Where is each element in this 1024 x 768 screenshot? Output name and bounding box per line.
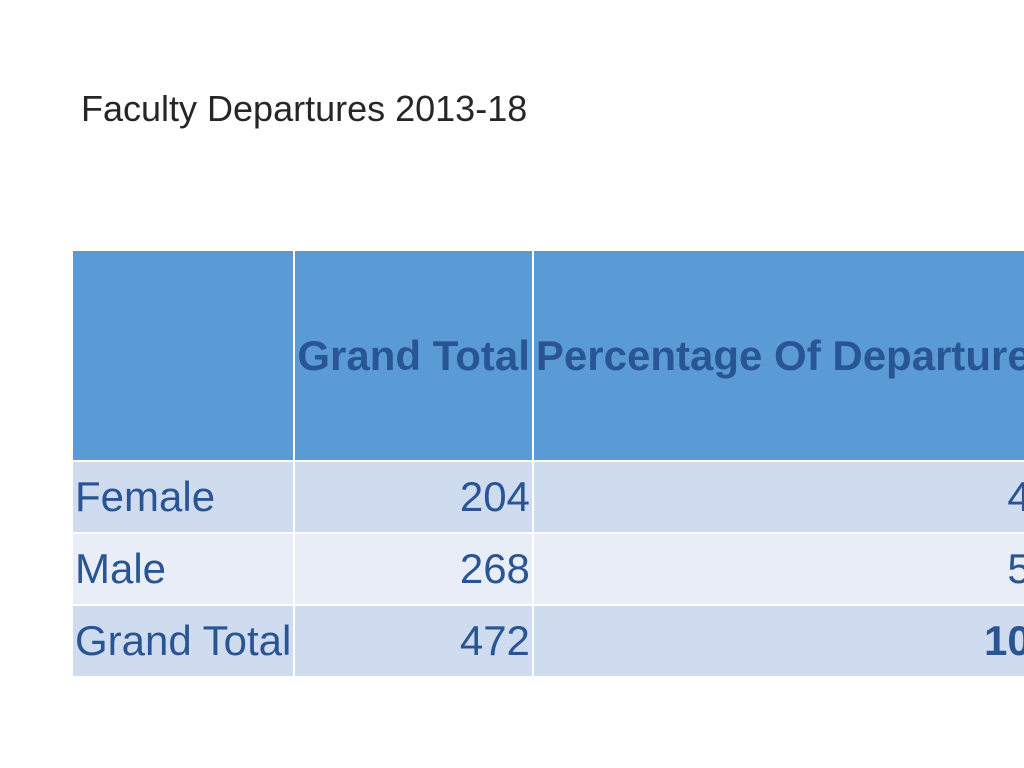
row-total: 472: [293, 604, 534, 678]
row-percentage: 100: [531, 604, 1024, 678]
header-grand-total: Grand Total: [293, 249, 534, 462]
row-percentage: 57: [531, 532, 1024, 606]
row-total: 204: [293, 460, 534, 534]
table-header-row: Grand Total Percentage Of Departures: [70, 249, 1024, 462]
row-label: Male: [70, 532, 296, 606]
row-percentage: 43: [531, 460, 1024, 534]
slide-title: Faculty Departures 2013-18: [81, 88, 528, 129]
row-label: Grand Total: [70, 604, 296, 678]
row-label: Female: [70, 460, 296, 534]
header-percentage-of-departures: Percentage Of Departures: [531, 249, 1024, 462]
table-row: Female 204 43: [70, 460, 1024, 534]
table-row: Male 268 57: [70, 532, 1024, 606]
table-row-grand-total: Grand Total 472 100: [70, 604, 1024, 678]
header-empty-cell: [70, 249, 296, 462]
departures-table: Grand Total Percentage Of Departures Fem…: [70, 249, 1024, 678]
row-total: 268: [293, 532, 534, 606]
